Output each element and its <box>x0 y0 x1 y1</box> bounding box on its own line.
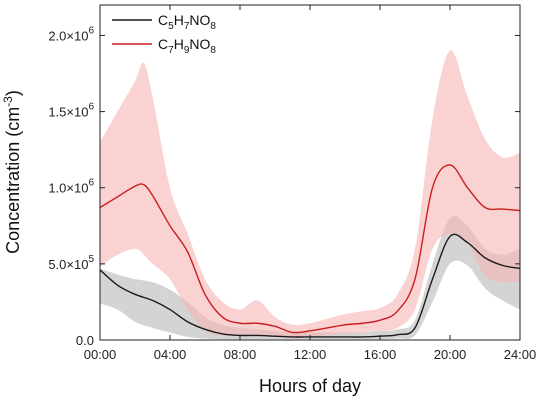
x-tick-label: 16:00 <box>364 347 397 362</box>
point-c5h7no8 <box>117 285 118 286</box>
line-c7h9no8 <box>99 164 521 334</box>
x-tick-label: 24:00 <box>504 347 537 362</box>
x-axis-title: Hours of day <box>259 376 361 396</box>
x-tick-label: 08:00 <box>224 347 257 362</box>
y-tick-label: 1.0×106 <box>48 178 94 196</box>
point-c5h7no8 <box>204 329 205 330</box>
point-c5h7no8 <box>502 265 503 266</box>
y-tick-label: 5.0×105 <box>48 254 94 272</box>
y-axis-title: Concentration (cm-3) <box>1 90 23 254</box>
point-c7h9no8 <box>117 196 118 197</box>
point-c7h9no8 <box>143 184 144 185</box>
x-tick-label: 20:00 <box>434 347 467 362</box>
point-c5h7no8 <box>484 257 485 258</box>
point-c5h7no8 <box>274 336 275 337</box>
point-c7h9no8 <box>239 323 240 324</box>
x-tick-label: 12:00 <box>294 347 327 362</box>
point-c7h9no8 <box>204 294 205 295</box>
x-tick-label: 04:00 <box>154 347 187 362</box>
x-tick-label: 00:00 <box>84 347 117 362</box>
point-c7h9no8 <box>397 310 398 311</box>
band-c5h7no8 <box>100 215 520 340</box>
point-c7h9no8 <box>257 323 258 324</box>
point-c7h9no8 <box>467 187 468 188</box>
point-c7h9no8 <box>274 326 275 327</box>
legend-label-c5h7no8: C5H7NO8 <box>158 12 216 32</box>
point-c5h7no8 <box>327 336 328 337</box>
point-c5h7no8 <box>292 336 293 337</box>
point-c5h7no8 <box>432 278 433 279</box>
axis-ticks: 00:00 04:00 08:00 12:00 16:00 20:00 24:00 0.0 5.… <box>48 5 536 362</box>
point-c7h9no8 <box>187 251 188 252</box>
point-c7h9no8 <box>292 332 293 333</box>
point-c5h7no8 <box>152 300 153 301</box>
point-c7h9no8 <box>414 278 415 279</box>
point-c5h7no8 <box>344 336 345 337</box>
y-tick-label: 2.0×106 <box>48 25 94 43</box>
point-c5h7no8 <box>187 321 188 322</box>
confidence-bands <box>100 50 520 340</box>
point-c5h7no8 <box>362 336 363 337</box>
point-c5h7no8 <box>397 334 398 335</box>
y-tick-label: 0.0 <box>76 333 94 348</box>
point-c7h9no8 <box>344 324 345 325</box>
point-c7h9no8 <box>134 186 135 187</box>
point-c7h9no8 <box>169 225 170 226</box>
y-axis-title-close: ) <box>3 90 23 96</box>
y-tick-label: 1.5×106 <box>48 102 94 120</box>
y-axis-title-main: Concentration (cm <box>3 107 23 254</box>
point-c5h7no8 <box>222 333 223 334</box>
point-c7h9no8 <box>152 195 153 196</box>
point-c7h9no8 <box>379 320 380 321</box>
point-c7h9no8 <box>362 323 363 324</box>
band-c7h9no8 <box>100 50 520 339</box>
point-c5h7no8 <box>169 309 170 310</box>
point-c5h7no8 <box>449 236 450 237</box>
point-c5h7no8 <box>134 294 135 295</box>
point-c5h7no8 <box>257 335 258 336</box>
point-c7h9no8 <box>222 317 223 318</box>
point-c7h9no8 <box>502 208 503 209</box>
point-c7h9no8 <box>309 330 310 331</box>
legend-label-c7h9no8: C7H9NO8 <box>158 36 216 56</box>
point-c7h9no8 <box>449 164 450 165</box>
point-c7h9no8 <box>327 327 328 328</box>
point-c7h9no8 <box>484 207 485 208</box>
point-c7h9no8 <box>432 187 433 188</box>
point-c5h7no8 <box>467 242 468 243</box>
y-axis-title-superscript: -3 <box>1 96 15 107</box>
legend: C5H7NO8 C7H9NO8 <box>112 12 216 56</box>
point-c5h7no8 <box>414 327 415 328</box>
